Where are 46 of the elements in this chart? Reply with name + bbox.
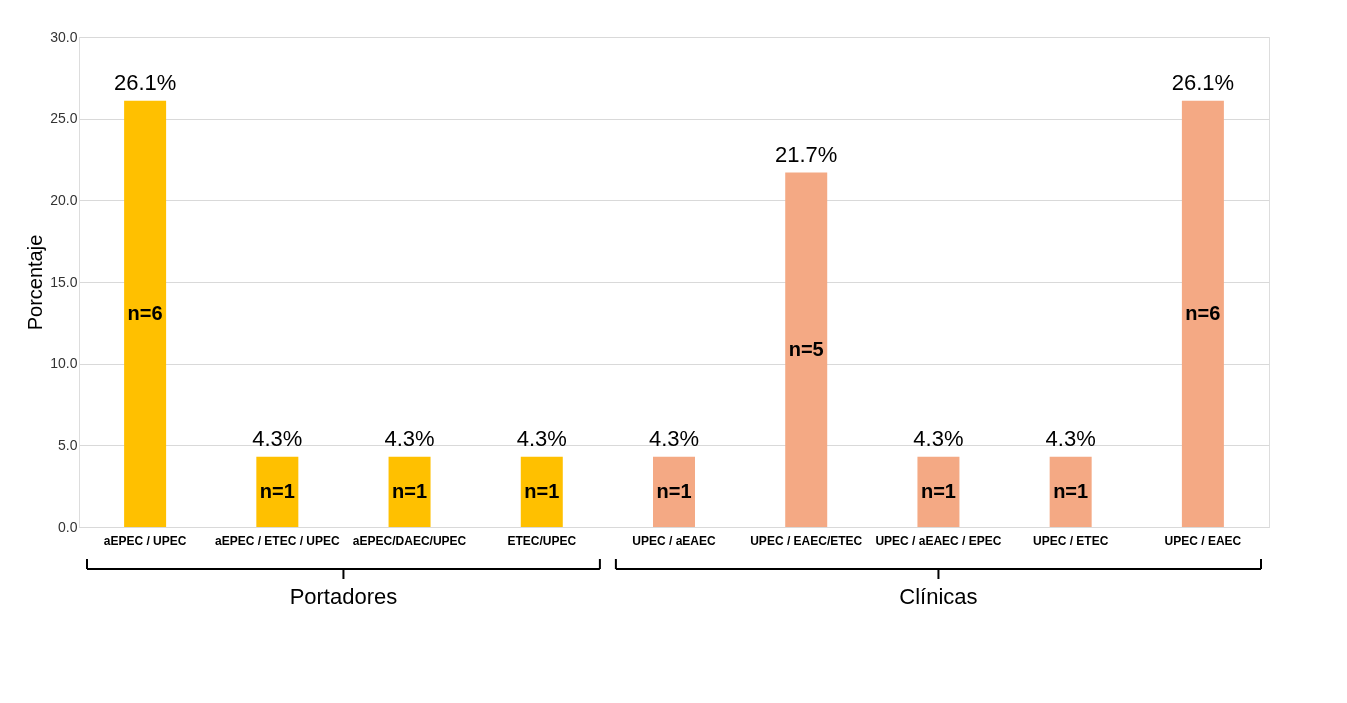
data-label: 21.7% [775, 141, 838, 167]
data-label: 26.1% [1171, 69, 1235, 95]
x-tick-label: UPEC / aEAEC / EPEC [875, 533, 1002, 548]
bar [256, 456, 299, 527]
data-label: 4.3% [1045, 425, 1096, 451]
x-tick-label: UPEC / EAEC/ETEC [750, 533, 863, 548]
x-tick-label: aEPEC / UPEC [103, 533, 187, 548]
data-label: 4.3% [252, 425, 303, 451]
data-label: 26.1% [113, 69, 177, 95]
x-tick-label: UPEC / ETEC [1032, 533, 1109, 548]
bar [124, 100, 167, 527]
x-tick-label: aEPEC / ETEC / UPEC [214, 533, 341, 548]
annotation: n=1 [1053, 479, 1089, 502]
data-label: 4.3% [648, 425, 700, 451]
bar [653, 456, 695, 527]
y-tick-label: 15.0 [50, 273, 78, 290]
annotation: n=1 [656, 479, 692, 502]
annotation: n=1 [392, 479, 428, 502]
bar [785, 172, 828, 527]
annotation: n=6 [1185, 301, 1221, 324]
text: Portadores [289, 584, 398, 609]
bar [1049, 456, 1092, 527]
annotation: n=1 [920, 479, 956, 502]
annotation: n=5 [788, 337, 824, 360]
y-tick-label: 0.0 [58, 518, 78, 535]
bar [1181, 100, 1224, 527]
x-tick-label: UPEC / EAEC [1164, 533, 1242, 548]
text: Clínicas [899, 584, 978, 609]
bar [917, 456, 960, 527]
annotation: n=6 [127, 301, 163, 324]
x-tick-label: ETEC/UPEC [507, 533, 577, 548]
bar [520, 456, 563, 527]
data-label: 4.3% [516, 425, 567, 451]
annotation: n=1 [259, 479, 295, 502]
data-label: 4.3% [913, 425, 964, 451]
x-tick-label: UPEC / aEAEC [632, 533, 717, 548]
annotation: n=1 [524, 479, 560, 502]
y-tick-label: 5.0 [58, 436, 78, 453]
y-tick-label: 25.0 [50, 110, 78, 127]
y-axis-title: Porcentaje [24, 234, 47, 331]
data-label: 4.3% [384, 425, 435, 451]
y-tick-label: 10.0 [50, 355, 78, 372]
y-tick-label: 30.0 [50, 28, 78, 45]
bar [388, 456, 431, 527]
y-tick-label: 20.0 [50, 191, 78, 208]
x-tick-label: aEPEC/DAEC/UPEC [352, 533, 467, 548]
